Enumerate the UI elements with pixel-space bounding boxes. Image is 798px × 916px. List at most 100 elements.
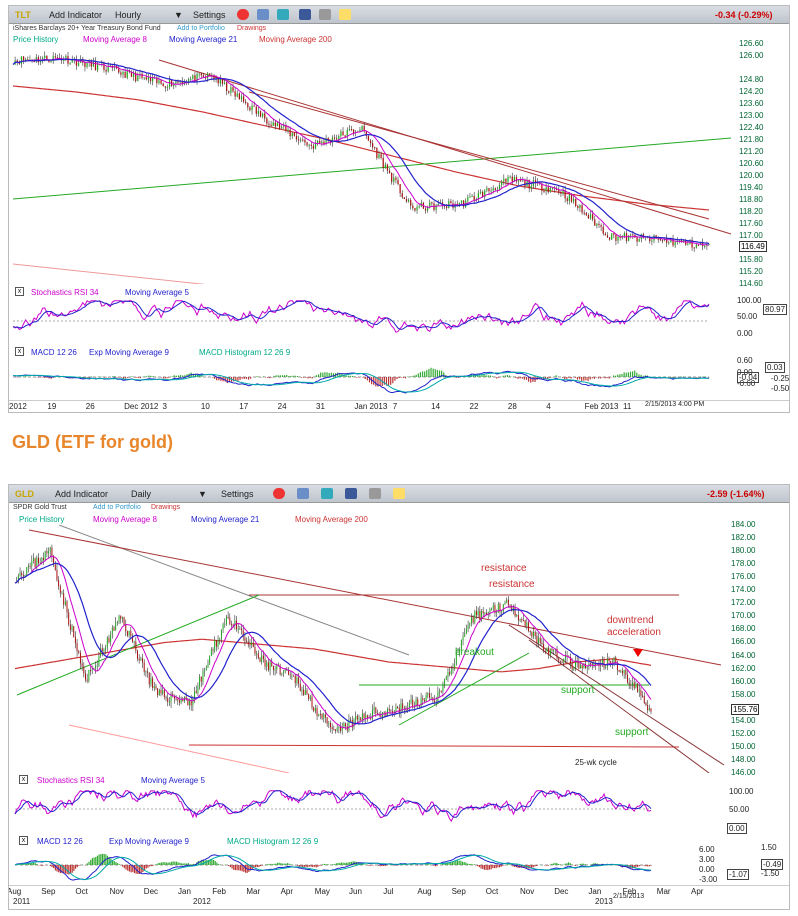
drawings-link-gld[interactable]: Drawings (151, 504, 181, 511)
macd-histogram-bar (583, 377, 585, 381)
candle-body (254, 646, 256, 654)
candle-body (395, 706, 397, 712)
fund-name: iShares Barclays 20+ Year Treasury Bond … (13, 25, 161, 32)
candle-body (375, 707, 377, 714)
note-icon[interactable] (339, 9, 351, 20)
macd-histogram-bar (379, 865, 381, 867)
note-icon-gld[interactable] (393, 488, 405, 499)
close-macd-icon-gld[interactable]: x (19, 836, 28, 845)
legend-stoch-rsi-gld[interactable]: Stochastics RSI 34 (37, 776, 105, 785)
candle-body (490, 190, 492, 192)
candle-body (27, 565, 29, 568)
candle-body (522, 620, 524, 622)
legend-stoch-rsi[interactable]: Stochastics RSI 34 (31, 288, 99, 297)
legend-macd-hist[interactable]: MACD Histogram 12 26 9 (199, 348, 291, 357)
candle-body (619, 236, 621, 238)
print-icon-gld[interactable] (369, 488, 381, 499)
candle-body (539, 181, 541, 184)
add-indicator-button-gld[interactable]: Add Indicator (55, 489, 109, 499)
chart-icon-gld[interactable] (297, 488, 309, 499)
candle-body (416, 206, 418, 211)
macd-histogram-bar (46, 377, 48, 379)
macd-histogram-bar (332, 373, 335, 377)
legend-ma200[interactable]: Moving Average 200 (259, 35, 332, 44)
candle-body (312, 145, 315, 149)
macd-histogram-bar (262, 376, 264, 377)
candle-body (548, 647, 550, 655)
macd-histogram-bar (201, 375, 203, 377)
candle-body (373, 707, 375, 711)
legend-stoch-ma-gld[interactable]: Moving Average 5 (141, 776, 205, 785)
legend-macd-hist-gld[interactable]: MACD Histogram 12 26 9 (227, 837, 319, 846)
twitter-icon[interactable] (277, 9, 289, 20)
legend-ma8[interactable]: Moving Average 8 (83, 35, 147, 44)
macd-histogram-bar (120, 377, 122, 378)
price-tick-label: 115.20 (739, 267, 763, 276)
drawings-link[interactable]: Drawings (237, 25, 267, 32)
macd-histogram-bar (530, 377, 532, 383)
time-tick-label: Feb 2013 (584, 402, 619, 411)
gld-macd-plot (14, 853, 652, 881)
candle-body (266, 118, 268, 124)
candle-body (185, 696, 187, 699)
macd-histogram-bar (71, 865, 73, 873)
close-macd-icon[interactable]: x (15, 347, 24, 356)
legend-ma8-gld[interactable]: Moving Average 8 (93, 515, 157, 524)
macd-histogram-bar (559, 864, 561, 865)
candle-body (246, 640, 248, 642)
alarm-icon-gld[interactable] (273, 488, 285, 499)
legend-price-history-gld[interactable]: Price History (19, 515, 65, 524)
settings-button[interactable]: Settings (193, 10, 226, 20)
candle-body (255, 106, 257, 114)
interval-dropdown-arrow-icon[interactable]: ▼ (174, 10, 183, 20)
candle-body (158, 690, 160, 696)
candle-body (314, 143, 317, 149)
close-stochastics-icon[interactable]: x (15, 287, 24, 296)
legend-ma21-gld[interactable]: Moving Average 21 (191, 515, 260, 524)
alarm-icon[interactable] (237, 9, 249, 20)
legend-macd-ema-gld[interactable]: Exp Moving Average 9 (109, 837, 189, 846)
macd-histogram-bar (621, 374, 623, 377)
annotation-acceleration: acceleration (607, 627, 661, 638)
legend-price-history[interactable]: Price History (13, 35, 59, 44)
candle-body (484, 190, 486, 197)
time-tick-label: 26 (85, 402, 95, 411)
legend-stoch-ma[interactable]: Moving Average 5 (125, 288, 189, 297)
macd-histogram-bar (492, 865, 494, 869)
macd-histogram-bar (108, 857, 110, 865)
candle-body (501, 611, 503, 613)
legend-ma200-gld[interactable]: Moving Average 200 (295, 515, 368, 524)
annotation-resistance-2: resistance (489, 579, 535, 590)
legend-macd-ema[interactable]: Exp Moving Average 9 (89, 348, 169, 357)
interval-dropdown-arrow-icon-gld[interactable]: ▼ (198, 489, 207, 499)
interval-select-gld[interactable]: Daily (131, 489, 152, 499)
macd-histogram-bar (612, 375, 615, 377)
legend-macd[interactable]: MACD 12 26 (31, 348, 77, 357)
candle-body (222, 624, 224, 630)
price-legend: Price History Moving Average 8 Moving Av… (9, 34, 789, 45)
macd-histogram-bar (556, 863, 558, 865)
chart-icon[interactable] (257, 9, 269, 20)
add-indicator-button[interactable]: Add Indicator (49, 10, 103, 20)
macd-histogram-bar (51, 865, 53, 868)
interval-select[interactable]: Hourly (115, 10, 142, 20)
close-stochastics-icon-gld[interactable]: x (19, 775, 28, 784)
candle-body (101, 648, 103, 652)
add-to-portfolio-link[interactable]: Add to Portfolio (177, 25, 225, 32)
twitter-icon-gld[interactable] (321, 488, 333, 499)
candle-body (457, 651, 459, 653)
candle-body (198, 73, 200, 75)
print-icon[interactable] (319, 9, 331, 20)
legend-ma21[interactable]: Moving Average 21 (169, 35, 238, 44)
settings-button-gld[interactable]: Settings (221, 489, 254, 499)
candle-body (450, 201, 452, 204)
add-to-portfolio-link-gld[interactable]: Add to Portfolio (93, 504, 141, 511)
facebook-icon-gld[interactable] (345, 488, 357, 499)
price-tick-label: 124.20 (739, 87, 764, 96)
facebook-icon[interactable] (299, 9, 311, 20)
macd-histogram-bar (273, 376, 275, 377)
legend-macd-gld[interactable]: MACD 12 26 (37, 837, 83, 846)
candle-body (462, 200, 465, 207)
macd-histogram-bar (31, 862, 33, 865)
candle-body (207, 663, 209, 668)
